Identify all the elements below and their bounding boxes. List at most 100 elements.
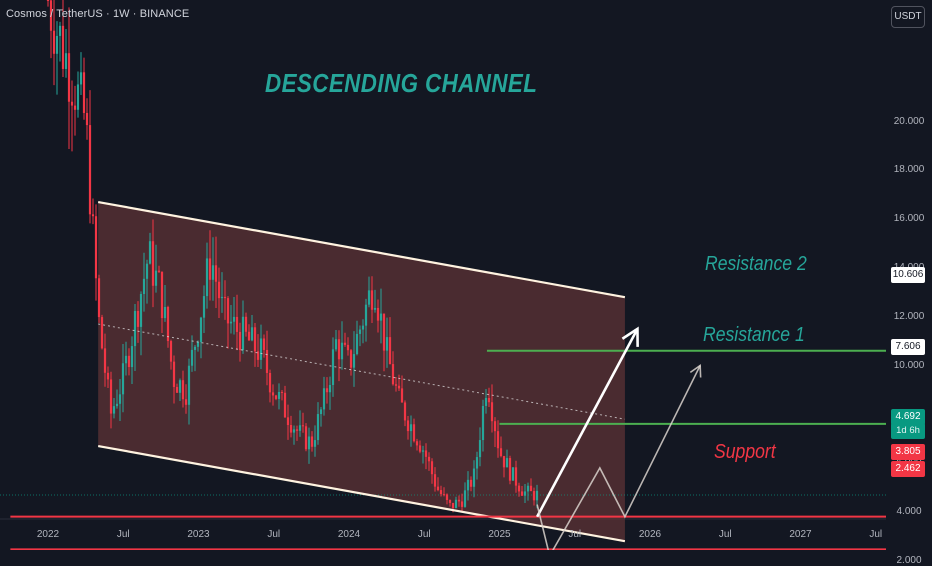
- candle-body: [145, 263, 149, 279]
- candle-body: [82, 72, 86, 113]
- candle-body: [373, 307, 377, 310]
- candle-body: [388, 337, 392, 365]
- y-tick-label: 10.000: [893, 359, 925, 371]
- candle-body: [406, 420, 410, 432]
- candle-body: [478, 440, 482, 458]
- candle-body: [166, 307, 170, 342]
- y-tick-label: 12.000: [893, 310, 925, 322]
- candle-body: [508, 458, 512, 481]
- candle-body: [295, 429, 299, 431]
- candle-body: [133, 310, 137, 347]
- y-tick-label: 16.000: [893, 213, 925, 225]
- candle-body: [448, 500, 452, 503]
- candle-body: [355, 333, 359, 355]
- candle-body: [127, 355, 131, 368]
- candle-body: [217, 281, 221, 299]
- candle-body: [421, 450, 425, 452]
- bullish-arrow-head: [621, 326, 639, 347]
- candle-body: [85, 112, 89, 126]
- candle-body: [187, 365, 191, 405]
- candle-body: [328, 384, 332, 393]
- candle-body: [505, 458, 509, 468]
- candle-body: [472, 468, 476, 487]
- candle-body: [205, 258, 209, 297]
- candle-body: [445, 494, 449, 501]
- x-tick-label: Jul: [568, 529, 582, 540]
- candle-body: [124, 355, 128, 364]
- candle-body: [511, 467, 515, 481]
- candle-body: [487, 397, 491, 403]
- candle-body: [463, 490, 467, 507]
- candle-body: [466, 479, 470, 491]
- currency-button[interactable]: USDT: [891, 6, 925, 28]
- candle-body: [259, 338, 263, 360]
- candle-body: [358, 329, 362, 334]
- candle-body: [88, 125, 92, 215]
- candle-body: [322, 388, 326, 410]
- x-tick-label: 2026: [638, 529, 662, 540]
- y-tick-label: 4.000: [896, 505, 922, 517]
- candle-body: [154, 270, 158, 286]
- candle-body: [454, 499, 458, 509]
- candle-body: [451, 502, 455, 509]
- candle-body: [253, 327, 257, 352]
- candle-body: [64, 53, 68, 69]
- candle-body: [91, 214, 95, 217]
- alternate-arrow-head: [689, 364, 702, 378]
- candle-body: [343, 342, 347, 345]
- candle-body: [115, 403, 119, 407]
- candle-body: [232, 316, 236, 322]
- support-1-price-badge: 3.805: [891, 444, 925, 460]
- candle-body: [442, 494, 446, 496]
- candle-body: [139, 293, 143, 327]
- x-tick-label: 2027: [789, 529, 812, 540]
- candle-body: [277, 391, 281, 399]
- y-tick-label: 2.000: [896, 554, 922, 566]
- candle-body: [433, 474, 437, 487]
- candle-body: [184, 399, 188, 405]
- channel-lower-line: [97, 444, 626, 543]
- candle-body: [229, 321, 233, 324]
- price-chart[interactable]: [0, 0, 932, 550]
- candle-body: [142, 278, 146, 294]
- candle-body: [289, 425, 293, 433]
- candle-body: [49, 0, 53, 31]
- candle-body: [370, 290, 374, 310]
- candle-body: [211, 265, 215, 280]
- candle-body: [520, 491, 524, 496]
- candle-body: [349, 350, 353, 368]
- candle-body: [400, 388, 404, 403]
- candle-body: [97, 278, 101, 318]
- candle-body: [169, 341, 173, 362]
- candle-body: [238, 331, 242, 351]
- candle-body: [73, 105, 77, 110]
- candle-body: [121, 363, 125, 395]
- candle-body: [46, 0, 50, 1]
- candle-body: [274, 395, 278, 399]
- candle-body: [208, 258, 212, 280]
- candle-body: [109, 379, 113, 414]
- candle-body: [112, 406, 116, 414]
- candle-body: [490, 402, 494, 422]
- candle-body: [235, 316, 239, 332]
- candle-body: [514, 467, 518, 486]
- candle-body: [325, 388, 329, 393]
- candle-body: [301, 425, 305, 427]
- candle-body: [334, 339, 338, 350]
- candle-body: [94, 216, 98, 279]
- candle-body: [496, 431, 500, 449]
- candle-body: [481, 405, 485, 441]
- x-tick-label: Jul: [417, 529, 431, 540]
- candle-body: [499, 448, 503, 457]
- candle-body: [283, 392, 287, 418]
- candle-body: [190, 349, 194, 366]
- candle-body: [157, 270, 161, 272]
- candle-body: [214, 265, 218, 282]
- candle-body: [436, 486, 440, 491]
- candle-body: [55, 35, 59, 54]
- candle-body: [361, 325, 365, 330]
- symbol-header[interactable]: Cosmos / TetherUS · 1W · BINANCE: [6, 8, 190, 20]
- candle-body: [331, 349, 335, 385]
- chart-title: DESCENDING CHANNEL: [265, 68, 538, 98]
